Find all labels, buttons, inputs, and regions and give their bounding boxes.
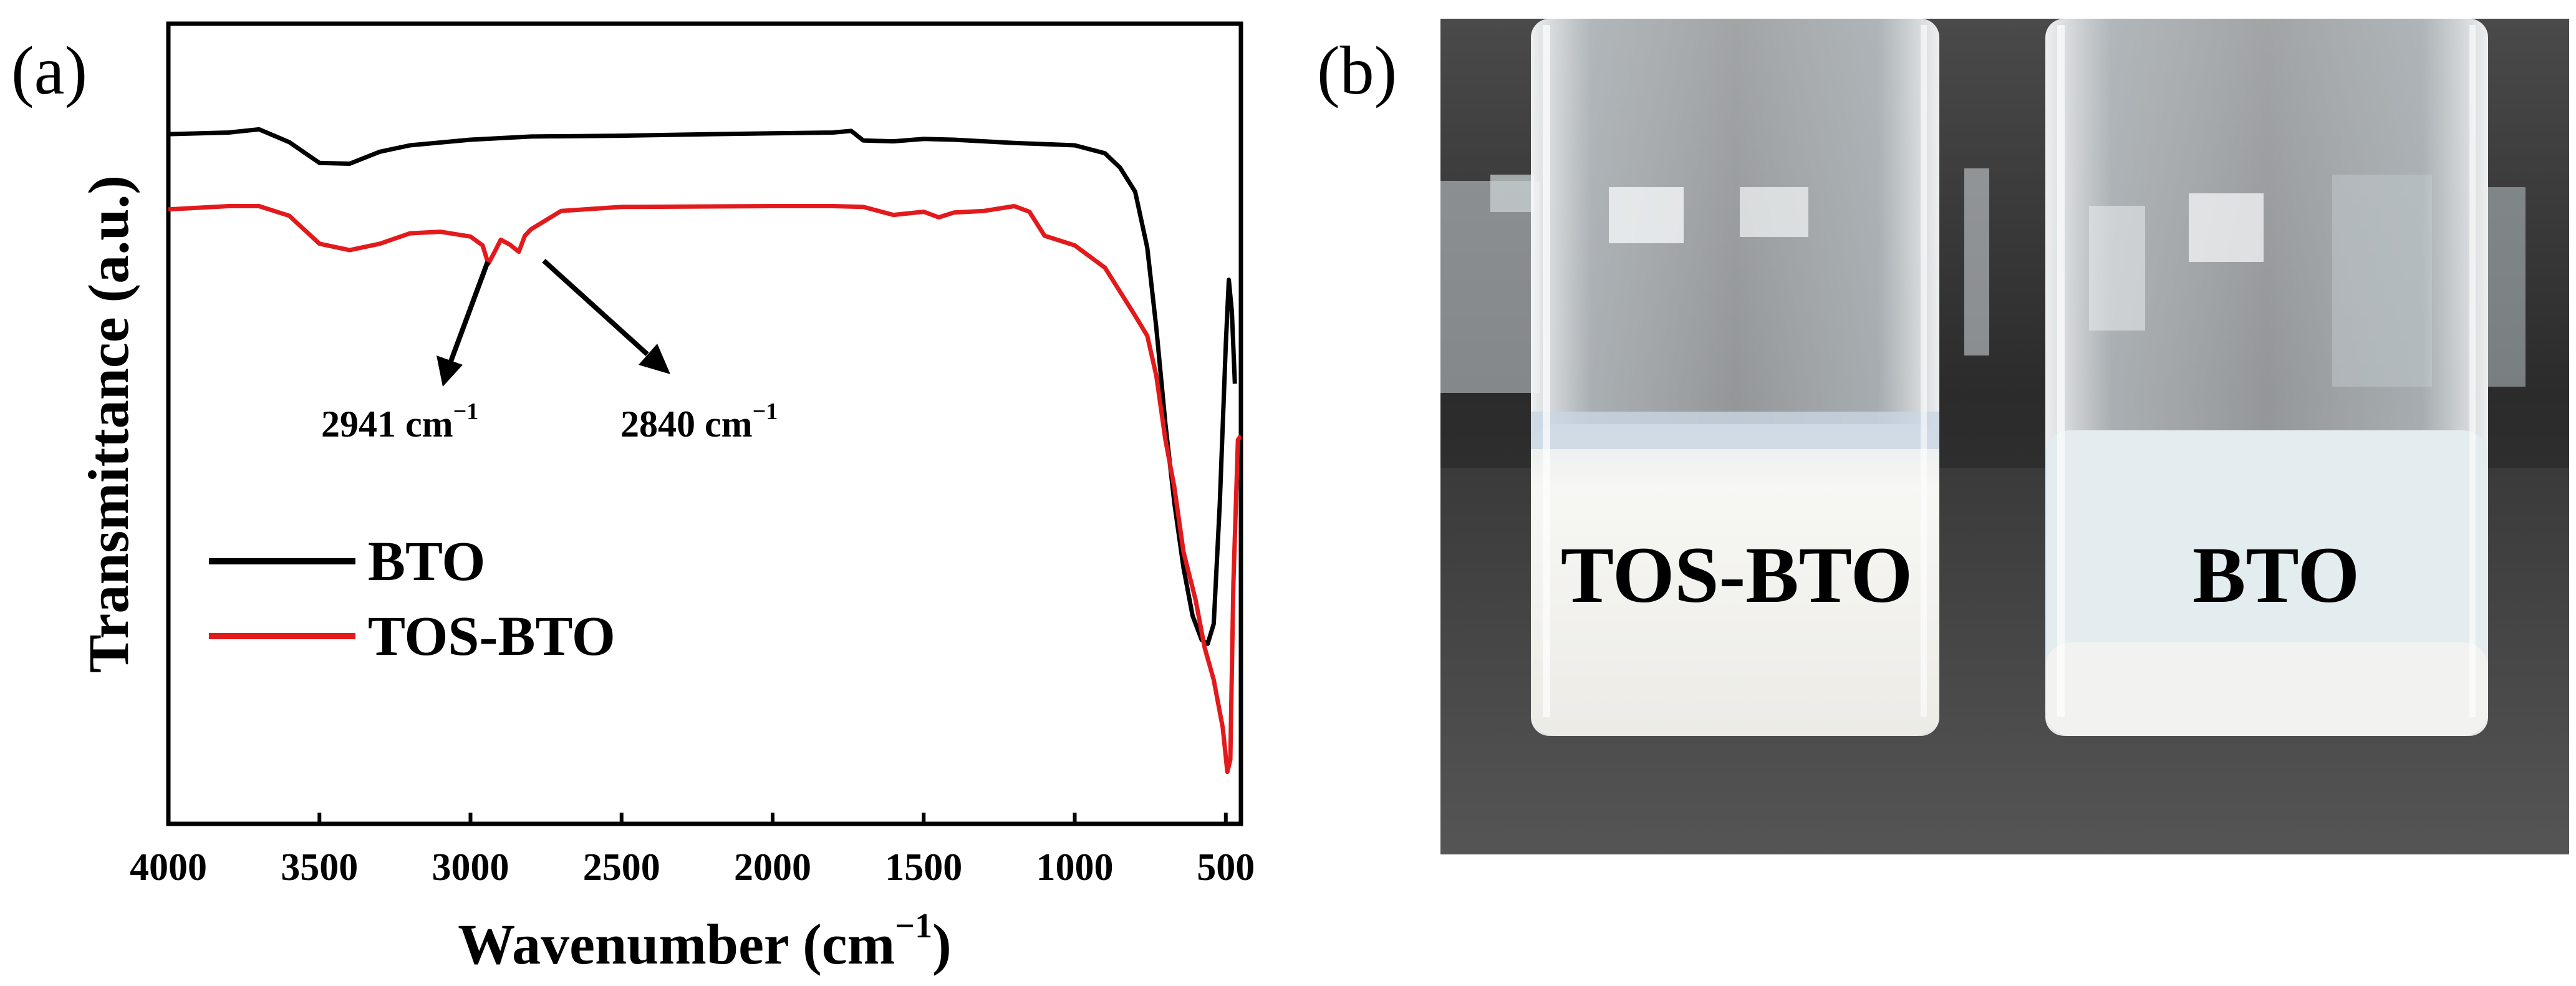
series-group [168, 127, 1241, 775]
svg-text:2840 cm−1: 2840 cm−1 [620, 399, 778, 445]
panel-a-label: (a) [11, 32, 87, 109]
panel-b-label: (b) [1317, 32, 1397, 109]
sample-photo: TOS-BTO BTO [1440, 19, 2569, 854]
x-axis-label: Wavenumber (cm−1) [458, 907, 952, 976]
x-tick-label-2000: 2000 [734, 846, 811, 889]
x-tick-label-2500: 2500 [583, 846, 660, 889]
x-tick-label-4000: 4000 [130, 846, 207, 889]
x-tick-label-3000: 3000 [432, 846, 509, 889]
x-axis-ticks: 4000 3500 3000 2500 2000 1500 1000 500 [130, 813, 1255, 889]
plot-frame [166, 21, 1243, 826]
svg-text:2941 cm−1: 2941 cm−1 [321, 399, 478, 445]
x-tick-label-1500: 1500 [885, 846, 962, 889]
series-line-bto [168, 127, 1237, 646]
photo-label-tos-bto: TOS-BTO [1561, 531, 1913, 619]
legend-label-tos-bto: TOS-BTO [368, 606, 615, 667]
legend: BTO TOS-BTO [209, 531, 615, 667]
series-line-tos-bto [168, 204, 1241, 775]
y-axis-label: Transmittance (a.u.) [77, 175, 140, 673]
x-tick-label-500: 500 [1197, 846, 1255, 889]
x-tick-label-3500: 3500 [281, 846, 358, 889]
x-tick-label-1000: 1000 [1036, 846, 1114, 889]
legend-label-bto: BTO [368, 531, 485, 592]
vial-bto [2045, 19, 2488, 736]
vial-tos-bto [1531, 19, 1939, 736]
photo-label-bto: BTO [2192, 531, 2360, 619]
annotation-2840: 2840 cm−1 [542, 259, 778, 445]
annotation-2941: 2941 cm−1 [321, 261, 490, 445]
